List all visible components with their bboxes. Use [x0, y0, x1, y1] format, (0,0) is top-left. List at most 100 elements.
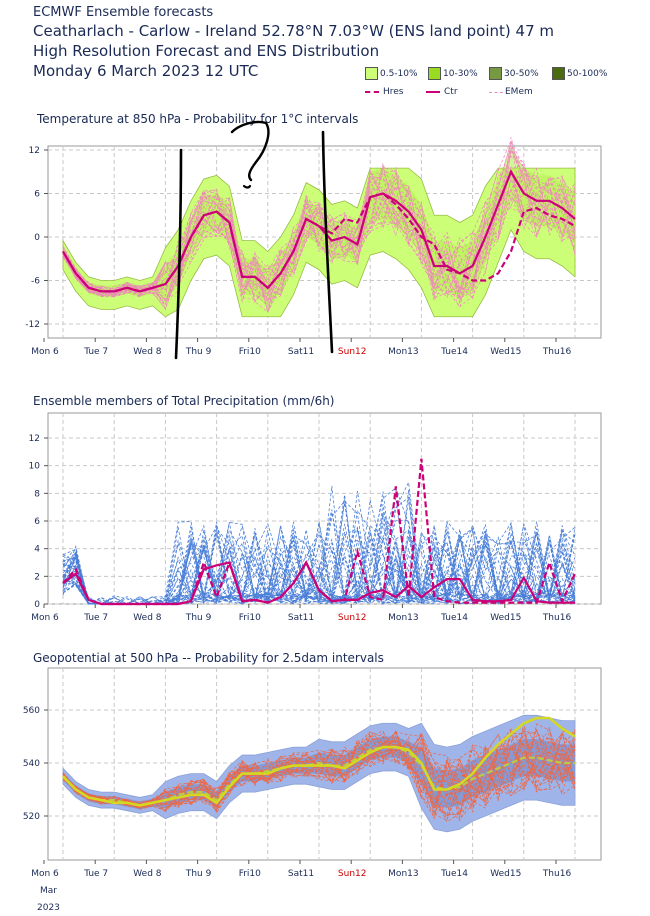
chart2-xtick-label: Mon 6: [31, 613, 59, 623]
header: ECMWF Ensemble forecasts Ceatharlach - C…: [33, 4, 554, 81]
chart3-ytick-label: 520: [23, 812, 40, 822]
chart3-xtick-label: Fri10: [239, 869, 261, 879]
chart2-emem-line: [62, 500, 576, 605]
chart1-xtick-label: Mon 6: [31, 347, 59, 357]
handwritten-annotations: [174, 120, 334, 360]
chart1-xtick-label: Sat11: [288, 347, 314, 357]
legend-label-ctr: Ctr: [444, 87, 458, 97]
chart2-ytick-label: 2: [34, 572, 40, 582]
legend-line-ctr: [426, 91, 440, 93]
header-line1: ECMWF Ensemble forecasts: [33, 5, 214, 20]
chart2-ytick-label: 0: [34, 600, 40, 610]
chart2-xtick-label: Tue14: [440, 613, 468, 623]
chart2-ytick-label: 4: [34, 545, 40, 555]
chart2: 12 10 8 6 4 2 0 Mon 6 Tue 7 Wed 8 Thu 9 Fri10 Sat11 S…: [29, 412, 602, 623]
legend-swatch-0: [365, 67, 378, 80]
chart3-title: Geopotential at 500 hPa -- Probability f…: [33, 651, 384, 665]
chart3-emem-line: [62, 731, 576, 823]
legend-label-2: 30-50%: [504, 69, 539, 79]
chart1-emem-line: [62, 166, 576, 301]
chart2-emem-line: [62, 529, 576, 605]
chart3-emem-line: [62, 723, 576, 818]
chart3-xtick-label: Tue 7: [83, 869, 108, 879]
chart3-xtick-label: Tue14: [440, 869, 468, 879]
chart1-emem-line: [62, 166, 576, 312]
chart3-xtick-label: Sat11: [288, 869, 314, 879]
header-line4: Monday 6 March 2023 12 UTC: [33, 62, 259, 80]
chart2-xtick-label: Fri10: [239, 613, 261, 623]
chart2-ctr-line: [62, 560, 575, 606]
footer-year: 2023: [37, 903, 60, 913]
chart2-emem-line: [62, 522, 576, 605]
legend-line-emem: [489, 92, 503, 93]
chart3-emem-line: [62, 745, 576, 821]
chart1-emem-line: [62, 188, 576, 314]
chart1-xtick-label: Mon13: [388, 347, 418, 357]
chart2-emem-line: [62, 491, 576, 605]
handwritten-line-right: [321, 130, 334, 354]
chart2-emem-line: [62, 530, 576, 605]
chart3-emem-line: [62, 732, 576, 820]
legend-swatch-2: [489, 67, 502, 80]
chart3-xtick-label: Sun12: [338, 869, 367, 879]
chart1-emem-line: [62, 167, 576, 301]
chart3-xtick-label: Thu 9: [185, 869, 212, 879]
chart1-emem-line: [62, 167, 576, 314]
chart2-emem-line: [62, 525, 576, 605]
legend-swatch-1: [428, 67, 441, 80]
chart1-emem-line: [62, 169, 576, 296]
chart3-xtick-label: Thu16: [542, 869, 572, 879]
chart1: 12 6 0 -6 -12 Mon 6 Tue 7 Wed 8 Thu 9 Fri10 Sat11 S…: [25, 137, 602, 357]
chart1-ytick-label: 0: [34, 233, 40, 243]
chart1-xtick-label: Tue14: [440, 347, 468, 357]
legend-label-0: 0.5-10%: [380, 69, 418, 79]
chart2-emem-line: [62, 494, 576, 605]
chart2-emem-line: [62, 523, 576, 605]
chart3-xtick-label: Mon 6: [31, 869, 59, 879]
chart3-xtick-label: Wed15: [490, 869, 521, 879]
chart3-ytick-label: 560: [23, 706, 40, 716]
chart2-emem-line: [62, 489, 576, 605]
handwritten-question-mark: [230, 120, 270, 182]
header-line3: High Resolution Forecast and ENS Distrib…: [33, 42, 380, 60]
chart2-xtick-label: Wed 8: [133, 613, 161, 623]
chart2-ytick-label: 10: [29, 462, 41, 472]
chart3-emem-line: [62, 729, 576, 816]
chart2-ytick-label: 12: [29, 434, 40, 444]
chart2-title: Ensemble members of Total Precipitation …: [33, 394, 335, 408]
chart1-hres-line: [62, 192, 576, 293]
chart3-emem-line: [62, 732, 576, 814]
legend-swatch-3: [552, 67, 565, 80]
chart3: 560 540 520 Mon 6 Tue 7 Wed 8 Thu 9 Fri10 Sat11 S…: [23, 667, 602, 879]
chart1-title: Temperature at 850 hPa - Probability for…: [37, 112, 359, 126]
header-line2: Ceatharlach - Carlow - Ireland 52.78°N 7…: [33, 22, 555, 40]
legend-line-hres: [365, 91, 379, 93]
footer-month: Mar: [40, 886, 57, 896]
chart3-emem-line: [62, 728, 576, 814]
chart2-xtick-label: Mon13: [388, 613, 418, 623]
chart1-emem-line: [62, 175, 576, 298]
chart3-ytick-label: 540: [23, 759, 40, 769]
legend-label-1: 10-30%: [443, 69, 478, 79]
chart1-ytick-label: 12: [29, 146, 40, 156]
chart2-emem-line: [62, 522, 576, 605]
legend-label-3: 50-100%: [567, 69, 608, 79]
legend-label-emem: EMem: [505, 87, 533, 97]
handwritten-question-dot: [242, 184, 252, 189]
chart2-xtick-label: Thu16: [542, 613, 572, 623]
chart1-xtick-label: Tue 7: [83, 347, 108, 357]
chart3-emem-line: [62, 736, 576, 808]
chart1-xtick-label: Wed 8: [133, 347, 161, 357]
chart1-ytick-label: -12: [25, 320, 40, 330]
chart1-ytick-label: -6: [31, 277, 40, 287]
chart2-emem-line: [62, 528, 576, 605]
chart1-xtick-label: Thu 9: [185, 347, 212, 357]
chart1-xtick-label: Fri10: [239, 347, 261, 357]
chart3-ctr-line: [62, 716, 576, 807]
chart3-xtick-label: Wed 8: [133, 869, 161, 879]
chart2-emem-line: [62, 530, 576, 605]
chart1-emem-line: [62, 185, 576, 302]
chart2-xtick-label: Wed15: [490, 613, 521, 623]
chart1-xtick-label: Sun12: [338, 347, 367, 357]
